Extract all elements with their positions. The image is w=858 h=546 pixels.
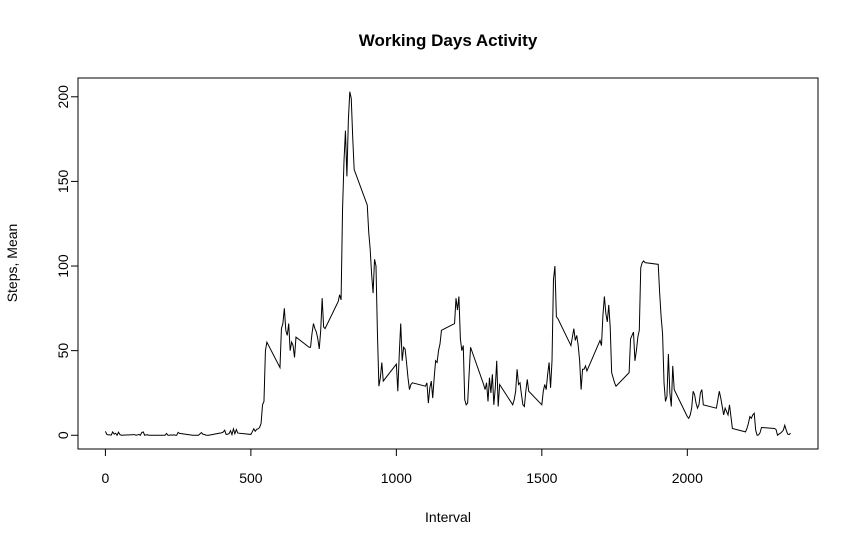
y-tick-label: 200 <box>55 85 71 109</box>
y-tick-label: 50 <box>55 343 71 359</box>
x-tick-label: 0 <box>102 470 110 486</box>
y-axis-label: Steps, Mean <box>4 224 20 303</box>
x-axis-label: Interval <box>425 509 471 525</box>
x-tick-label: 1000 <box>381 470 412 486</box>
y-tick-label: 100 <box>55 254 71 278</box>
y-tick-label: 150 <box>55 170 71 194</box>
x-tick-label: 2000 <box>672 470 703 486</box>
x-tick-label: 1500 <box>526 470 557 486</box>
chart-title: Working Days Activity <box>359 31 538 50</box>
data-line <box>104 91 791 437</box>
y-tick-label: 0 <box>55 431 71 439</box>
x-tick-label: 500 <box>239 470 263 486</box>
